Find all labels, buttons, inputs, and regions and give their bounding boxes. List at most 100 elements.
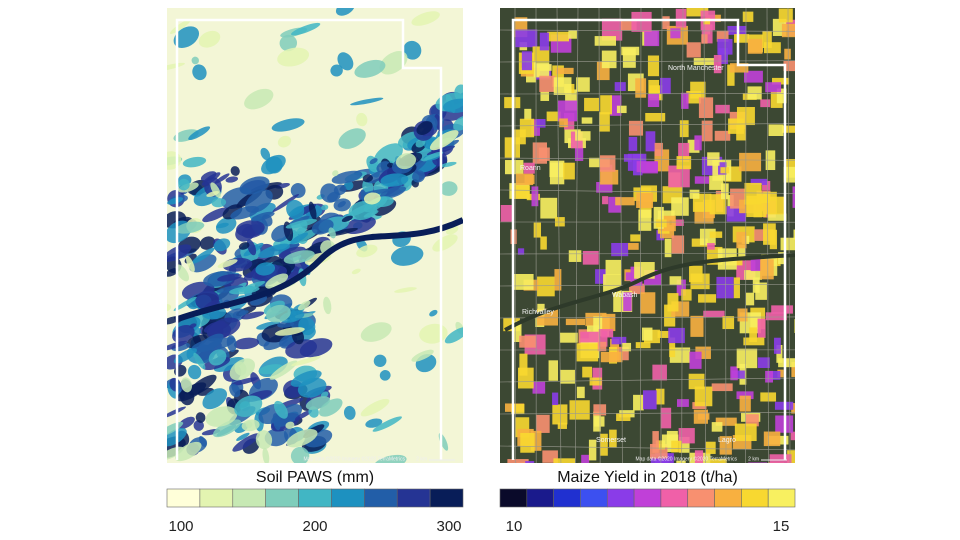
colorbar-swatch [166, 488, 201, 508]
soil-patch [379, 186, 406, 199]
soil-patch [379, 51, 408, 75]
field [707, 152, 720, 166]
field [657, 330, 671, 338]
colorbar-swatch [429, 488, 464, 508]
field [739, 395, 751, 412]
field [715, 417, 737, 426]
field [553, 77, 572, 95]
field [733, 277, 740, 299]
field [645, 112, 666, 122]
road [575, 8, 579, 463]
field [596, 182, 613, 193]
field [756, 192, 770, 204]
soil-patch [167, 267, 180, 277]
field [769, 229, 778, 250]
road [766, 8, 769, 463]
field [671, 219, 684, 226]
soil-patch [208, 349, 227, 366]
field [757, 357, 770, 368]
place-label: Somerset [596, 437, 626, 444]
field [555, 67, 574, 75]
field [569, 400, 590, 420]
field [647, 93, 660, 108]
soil-patch [356, 244, 378, 258]
field [749, 327, 757, 343]
field [720, 183, 729, 200]
field [582, 366, 593, 378]
soil-patch [236, 432, 250, 441]
field [599, 112, 610, 132]
field [747, 38, 763, 54]
field [645, 131, 656, 152]
field [560, 369, 575, 384]
soil-patch [354, 59, 386, 78]
field [576, 386, 585, 399]
soil-patch [277, 135, 292, 148]
field [690, 315, 704, 337]
field [771, 305, 793, 314]
attribution: Map data ©2020 Imagery ©2020 TerraMetric… [304, 455, 406, 462]
soil-patch [290, 183, 306, 198]
field [652, 431, 659, 453]
soil-patch [285, 421, 295, 429]
soil-patch [213, 238, 231, 252]
soil-patch [335, 8, 355, 16]
field [635, 342, 651, 349]
colorbar-swatch [232, 488, 266, 508]
field [694, 176, 710, 184]
place-label: Wabash [612, 292, 638, 299]
field [716, 30, 729, 42]
soil-patch [365, 418, 383, 428]
soil-patch [444, 326, 463, 344]
field [772, 77, 790, 85]
field [686, 8, 709, 17]
colorbar-swatch [265, 488, 299, 508]
soil-patch [271, 118, 305, 132]
soil-patch [229, 286, 260, 295]
road [619, 8, 623, 463]
soil-patch [177, 178, 190, 191]
field [777, 369, 784, 378]
field [750, 178, 768, 185]
field [671, 235, 685, 254]
colorbar-swatch [767, 488, 796, 508]
field [602, 313, 616, 332]
field [720, 167, 730, 174]
soil-patch [214, 173, 230, 184]
field [512, 273, 534, 290]
field [588, 439, 597, 461]
soil-patch [360, 322, 392, 342]
soil-patch [273, 400, 288, 419]
field [762, 181, 771, 191]
field [679, 120, 689, 138]
soil-patch [321, 204, 329, 211]
soil-patch [256, 321, 281, 330]
field [728, 118, 744, 134]
field [709, 458, 727, 463]
field [615, 197, 635, 206]
river [173, 217, 463, 323]
soil-patch [373, 354, 387, 368]
field [769, 454, 792, 463]
soil-patch [331, 170, 363, 184]
field [744, 270, 763, 280]
field [650, 454, 669, 463]
field [616, 413, 631, 421]
field [610, 95, 622, 116]
field [559, 118, 568, 128]
field [765, 370, 774, 383]
river [504, 253, 795, 332]
field [581, 117, 593, 124]
field [600, 169, 619, 185]
field [537, 303, 545, 316]
soil-patch [238, 310, 249, 316]
field [519, 353, 528, 376]
soil-patch [244, 88, 274, 110]
field [778, 358, 795, 368]
soil-patch [403, 40, 422, 60]
field [546, 111, 561, 122]
soil-patch [173, 296, 197, 311]
field [539, 32, 549, 51]
field [701, 34, 708, 44]
field [778, 252, 786, 265]
